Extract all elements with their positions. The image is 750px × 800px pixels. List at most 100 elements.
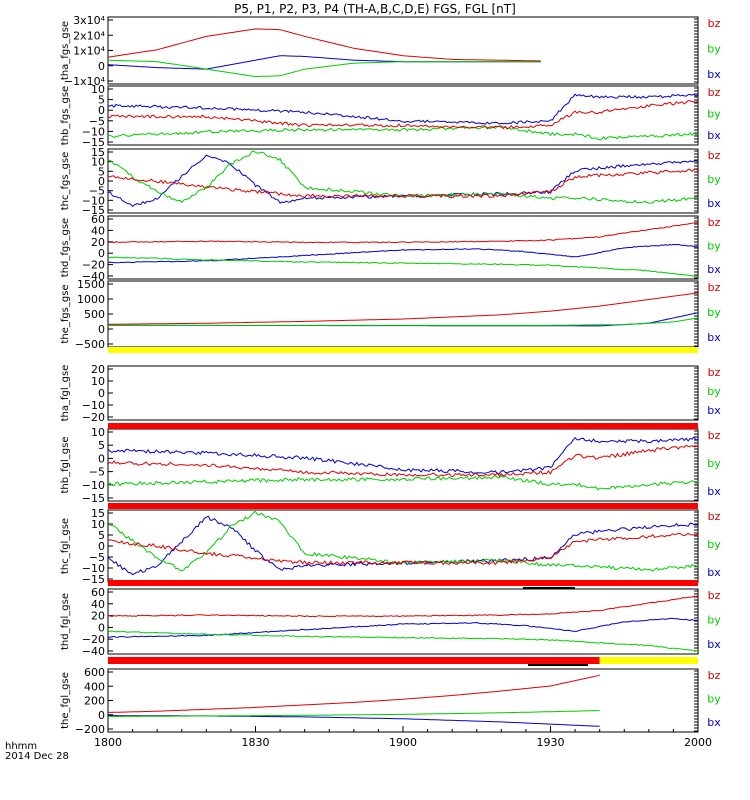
legend-by: by [707, 457, 721, 470]
y-axis-label: thb_fgl_gse [60, 437, 71, 494]
y-tick-label: −40 [82, 270, 105, 283]
y-tick-label: 600 [84, 666, 105, 679]
y-axis-label: thd_fgs_gse [60, 218, 71, 277]
data-gap-mark [528, 664, 588, 666]
y-axis-label: thc_fgl_gse [60, 518, 71, 574]
status-bar [108, 503, 698, 509]
series-bx-line [107, 93, 699, 125]
legend-bz: bz [708, 216, 721, 229]
y-tick-label: 0 [98, 247, 105, 260]
x-tick-label: 1900 [389, 736, 417, 749]
panel-the_fgs_gse: 1500 1000 500 0 −500 the_fgs_gse bz by bx [60, 278, 721, 351]
data-gap-mark [523, 587, 575, 589]
y-tick-label: −15 [82, 136, 105, 149]
series-by-line [107, 256, 699, 278]
y-tick-label: −1x10⁴ [64, 75, 106, 88]
y-tick-label: 10 [91, 518, 105, 531]
legend-bx: bx [707, 485, 721, 498]
series-bx-line [107, 617, 699, 638]
y-tick-label: 5 [98, 94, 105, 107]
y-tick-label: 10 [91, 426, 105, 439]
y-tick-label: 3x10⁴ [73, 14, 106, 27]
series-bz-line [107, 674, 600, 713]
y-tick-label: 1x10⁴ [73, 45, 106, 58]
series-by-line [108, 59, 541, 78]
x-tick-label: 2000 [684, 736, 712, 749]
y-axis-label: thc_fgs_gse [60, 152, 71, 211]
legend-bz: bz [708, 17, 721, 30]
y-tick-label: −15 [82, 573, 105, 586]
panel-frame [107, 428, 699, 502]
y-tick-label: 0 [98, 540, 105, 553]
y-tick-label: 0 [98, 709, 105, 722]
panel-frame [107, 588, 699, 655]
series-bz-line [107, 28, 541, 62]
y-tick-label: 5 [98, 529, 105, 542]
series-bx-line [108, 715, 600, 727]
y-axis-label: the_fgl_gse [60, 672, 71, 729]
series-bx-line [107, 436, 699, 475]
y-tick-label: 400 [84, 680, 105, 693]
series-bx-line [107, 243, 699, 264]
legend-bz: bz [708, 149, 721, 162]
y-tick-label: 0 [98, 104, 105, 117]
series-bz-line [107, 444, 699, 478]
panel-frame [107, 16, 699, 85]
y-tick-label: 1000 [77, 293, 105, 306]
y-tick-label: 0 [98, 452, 105, 465]
y-tick-label: 20 [91, 363, 105, 376]
series-bz-line [107, 595, 699, 618]
y-tick-label: −5 [89, 185, 105, 198]
time-axis: 1800 1830 1900 1930 2000 [94, 726, 712, 749]
series-by-line [108, 317, 699, 326]
series-by-line [107, 630, 699, 652]
y-tick-label: 60 [91, 213, 105, 226]
y-tick-label: 500 [84, 308, 105, 321]
y-tick-label: 0 [98, 621, 105, 634]
legend-by: by [707, 538, 721, 551]
panel-frame [107, 509, 699, 583]
legend-bx: bx [707, 638, 721, 651]
panel-frame [107, 365, 699, 421]
legend-bx: bx [707, 197, 721, 210]
y-tick-label: 40 [91, 598, 105, 611]
y-tick-label: 5 [98, 439, 105, 452]
panel-frame [107, 85, 699, 146]
y-tick-label: 20 [91, 236, 105, 249]
panel-frame [107, 280, 699, 348]
legend-bz: bz [708, 86, 721, 99]
y-tick-label: −200 [75, 723, 105, 736]
series-bz-line [107, 532, 699, 566]
y-tick-label: −10 [82, 194, 105, 207]
series-bz-line [107, 168, 699, 199]
y-axis-label: tha_fgl_gse [60, 365, 71, 422]
series-by-line [107, 474, 699, 491]
y-tick-label: −40 [82, 645, 105, 658]
y-tick-label: −500 [75, 338, 105, 351]
chart-title: P5, P1, P2, P3, P4 (TH-A,B,C,D,E) FGS, F… [234, 2, 516, 16]
y-tick-label: −15 [82, 492, 105, 505]
y-tick-label: 40 [91, 224, 105, 237]
panel-frame [107, 148, 699, 214]
legend-bz: bz [708, 669, 721, 682]
legend-bz: bz [708, 589, 721, 602]
y-tick-label: −20 [82, 411, 105, 424]
legend-by: by [707, 173, 721, 186]
y-axis-label: thd_fgl_gse [60, 593, 71, 650]
y-axis-label: tha_fgs_gse [60, 21, 71, 80]
y-tick-label: −10 [82, 125, 105, 138]
y-tick-label: 20 [91, 610, 105, 623]
y-tick-label: −10 [82, 479, 105, 492]
y-tick-label: 0 [98, 60, 105, 73]
y-axis-label: the_fgs_gse [60, 284, 71, 343]
y-tick-label: 10 [91, 375, 105, 388]
y-tick-label: −20 [82, 259, 105, 272]
